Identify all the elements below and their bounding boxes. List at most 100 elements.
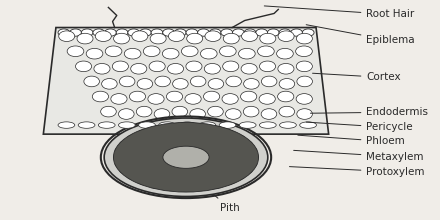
Ellipse shape bbox=[221, 135, 235, 141]
Ellipse shape bbox=[76, 61, 92, 72]
Text: Pericycle: Pericycle bbox=[306, 122, 413, 132]
Ellipse shape bbox=[257, 46, 274, 57]
Ellipse shape bbox=[94, 63, 110, 74]
Ellipse shape bbox=[223, 33, 239, 44]
Ellipse shape bbox=[81, 29, 93, 36]
Ellipse shape bbox=[129, 91, 146, 102]
Ellipse shape bbox=[77, 33, 93, 44]
Ellipse shape bbox=[102, 79, 117, 89]
Ellipse shape bbox=[297, 109, 312, 119]
Ellipse shape bbox=[84, 76, 99, 87]
Ellipse shape bbox=[118, 122, 135, 128]
Polygon shape bbox=[44, 28, 329, 134]
Ellipse shape bbox=[169, 31, 184, 42]
Ellipse shape bbox=[114, 33, 130, 44]
Ellipse shape bbox=[188, 158, 198, 163]
Ellipse shape bbox=[159, 122, 176, 128]
Ellipse shape bbox=[187, 33, 203, 44]
Ellipse shape bbox=[297, 33, 312, 44]
Ellipse shape bbox=[170, 155, 180, 160]
Ellipse shape bbox=[114, 154, 128, 160]
Ellipse shape bbox=[302, 29, 314, 36]
Ellipse shape bbox=[164, 184, 179, 191]
Ellipse shape bbox=[139, 122, 155, 128]
Ellipse shape bbox=[140, 157, 165, 168]
Ellipse shape bbox=[188, 151, 198, 156]
Ellipse shape bbox=[221, 29, 233, 36]
Ellipse shape bbox=[278, 63, 294, 74]
Ellipse shape bbox=[207, 157, 232, 168]
Ellipse shape bbox=[229, 135, 244, 141]
Ellipse shape bbox=[278, 31, 294, 42]
Ellipse shape bbox=[219, 130, 234, 136]
Ellipse shape bbox=[279, 79, 295, 89]
Ellipse shape bbox=[128, 174, 143, 180]
Ellipse shape bbox=[67, 46, 84, 57]
Ellipse shape bbox=[152, 128, 169, 136]
Ellipse shape bbox=[229, 174, 244, 180]
Ellipse shape bbox=[241, 91, 257, 102]
Ellipse shape bbox=[95, 31, 111, 42]
Ellipse shape bbox=[236, 165, 253, 172]
Ellipse shape bbox=[148, 141, 173, 152]
Ellipse shape bbox=[237, 168, 252, 174]
Ellipse shape bbox=[119, 161, 136, 168]
Ellipse shape bbox=[111, 94, 127, 104]
Ellipse shape bbox=[172, 79, 188, 89]
Ellipse shape bbox=[105, 29, 116, 36]
Ellipse shape bbox=[131, 63, 147, 74]
Ellipse shape bbox=[219, 122, 236, 128]
Ellipse shape bbox=[259, 94, 275, 104]
Ellipse shape bbox=[300, 122, 316, 128]
Ellipse shape bbox=[92, 91, 109, 102]
Ellipse shape bbox=[243, 154, 259, 160]
Ellipse shape bbox=[190, 109, 205, 119]
Ellipse shape bbox=[143, 46, 160, 57]
Ellipse shape bbox=[180, 155, 191, 160]
Ellipse shape bbox=[261, 76, 277, 87]
Text: Cortex: Cortex bbox=[312, 72, 401, 82]
Ellipse shape bbox=[297, 76, 312, 87]
Ellipse shape bbox=[139, 29, 151, 36]
Ellipse shape bbox=[173, 149, 198, 160]
Ellipse shape bbox=[242, 31, 257, 42]
Ellipse shape bbox=[204, 63, 220, 74]
Ellipse shape bbox=[163, 29, 175, 36]
Ellipse shape bbox=[115, 147, 130, 154]
Ellipse shape bbox=[220, 46, 236, 57]
Ellipse shape bbox=[58, 122, 75, 128]
Ellipse shape bbox=[228, 141, 245, 148]
Ellipse shape bbox=[296, 61, 312, 72]
Ellipse shape bbox=[172, 106, 187, 117]
Ellipse shape bbox=[124, 48, 141, 59]
Text: Protoxylem: Protoxylem bbox=[290, 167, 425, 177]
Circle shape bbox=[163, 146, 209, 168]
Ellipse shape bbox=[148, 94, 164, 104]
Ellipse shape bbox=[128, 29, 139, 36]
Text: Endodermis: Endodermis bbox=[311, 107, 429, 117]
Ellipse shape bbox=[193, 184, 208, 191]
Text: Pith: Pith bbox=[213, 194, 239, 213]
Text: Metaxylem: Metaxylem bbox=[293, 150, 424, 162]
Ellipse shape bbox=[244, 79, 259, 89]
Ellipse shape bbox=[278, 91, 294, 102]
Ellipse shape bbox=[186, 29, 198, 36]
Ellipse shape bbox=[268, 29, 279, 36]
Ellipse shape bbox=[151, 29, 163, 36]
Ellipse shape bbox=[205, 31, 221, 42]
Ellipse shape bbox=[279, 122, 296, 128]
Ellipse shape bbox=[209, 29, 221, 36]
Ellipse shape bbox=[241, 63, 257, 74]
Ellipse shape bbox=[260, 61, 275, 72]
Ellipse shape bbox=[115, 161, 130, 167]
Ellipse shape bbox=[179, 123, 194, 129]
Ellipse shape bbox=[144, 153, 161, 160]
Ellipse shape bbox=[86, 48, 103, 59]
Ellipse shape bbox=[296, 94, 312, 104]
Ellipse shape bbox=[225, 109, 241, 119]
Ellipse shape bbox=[260, 33, 276, 44]
Ellipse shape bbox=[181, 160, 191, 165]
Ellipse shape bbox=[173, 151, 183, 156]
Ellipse shape bbox=[112, 61, 128, 72]
Ellipse shape bbox=[261, 109, 277, 119]
